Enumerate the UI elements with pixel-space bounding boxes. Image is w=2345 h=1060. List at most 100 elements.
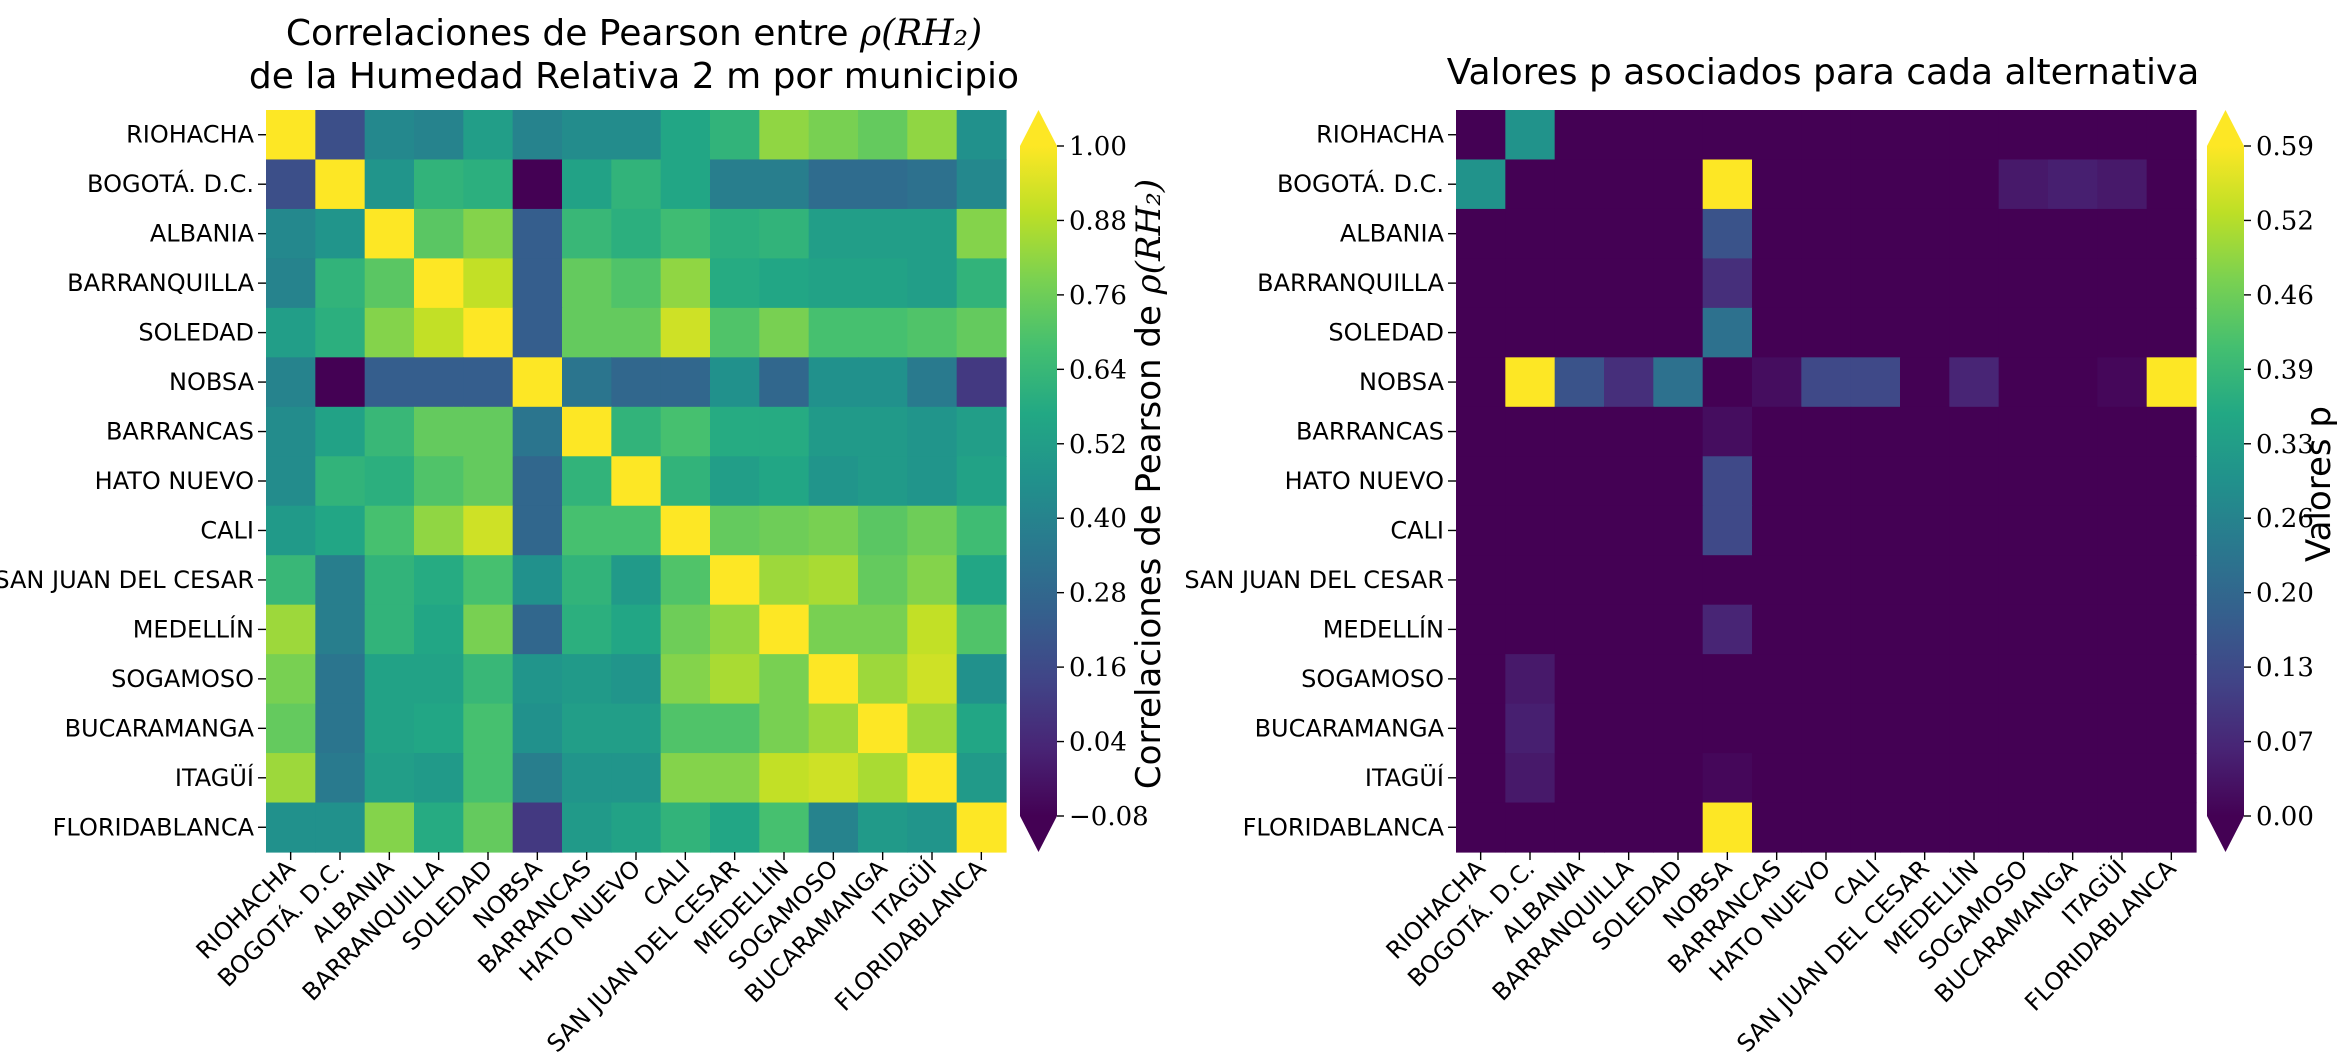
heatmap-cell-12-12 (858, 703, 908, 754)
heatmap-cell-0-3 (414, 110, 464, 161)
heatmap-cell-4-13 (2097, 307, 2148, 358)
heatmap-cell-8-7 (1801, 505, 1852, 556)
colorbar-gradient (2207, 146, 2244, 816)
heatmap-cell-10-13 (2097, 604, 2148, 655)
pvalue-colorbar: 0.00 0.07 0.13 0.20 0.26 0.33 0.39 0.46 0.52 0.59 (2207, 110, 2314, 852)
heatmap-cell-4-11 (1998, 307, 2049, 358)
heatmap-cell-0-13 (907, 110, 958, 161)
heatmap-cell-7-6 (1752, 456, 1802, 507)
heatmap-cell-3-2 (364, 258, 415, 309)
heatmap-cell-11-7 (611, 654, 662, 705)
heatmap-cell-11-2 (1554, 654, 1605, 705)
heatmap-cell-8-6 (1752, 505, 1802, 556)
heatmap-cell-8-6 (562, 505, 612, 556)
correlation-title-line1: Correlaciones de Pearson entre ρ(RH₂) (286, 13, 982, 54)
heatmap-cell-4-8 (1850, 307, 1901, 358)
heatmap-cell-8-10 (759, 505, 810, 556)
heatmap-cell-14-0 (1456, 802, 1506, 853)
heatmap-cell-12-11 (808, 703, 859, 754)
heatmap-cell-13-0 (1456, 753, 1506, 804)
heatmap-cell-7-13 (907, 456, 958, 507)
heatmap-cell-2-9 (1900, 208, 1950, 259)
colorbar-tick-label: 0.00 (2256, 802, 2314, 832)
heatmap-cell-0-11 (1998, 110, 2049, 161)
row-label: SOGAMOSO (1301, 665, 1444, 693)
heatmap-cell-2-4 (1653, 208, 1704, 259)
heatmap-cell-12-12 (2048, 703, 2098, 754)
heatmap-cell-14-4 (1653, 802, 1704, 853)
heatmap-cell-9-4 (463, 555, 514, 606)
row-label: BUCARAMANGA (1255, 714, 1445, 742)
heatmap-cell-2-6 (1752, 208, 1802, 259)
heatmap-cell-0-10 (759, 110, 810, 161)
heatmap-cell-7-12 (2048, 456, 2098, 507)
heatmap-cell-10-9 (710, 604, 760, 655)
heatmap-cell-5-2 (364, 357, 415, 408)
heatmap-cell-0-6 (562, 110, 612, 161)
heatmap-cell-9-11 (1998, 555, 2049, 606)
heatmap-cell-9-0 (266, 555, 316, 606)
heatmap-cell-10-6 (562, 604, 612, 655)
heatmap-cell-11-11 (1998, 654, 2049, 705)
heatmap-cell-7-4 (463, 456, 514, 507)
heatmap-cell-13-14 (956, 753, 1007, 804)
heatmap-cell-0-0 (266, 110, 316, 161)
heatmap-cell-8-10 (1949, 505, 2000, 556)
correlation-colorbar: −0.08 0.04 0.16 0.28 0.40 0.52 0.64 0.76 0.88 1.0… (1020, 110, 1149, 852)
heatmap-cell-14-9 (710, 802, 760, 853)
heatmap-cell-1-4 (463, 159, 514, 210)
heatmap-cell-2-0 (1456, 208, 1506, 259)
heatmap-cell-12-3 (1604, 703, 1654, 754)
heatmap-cell-6-13 (2097, 406, 2148, 457)
heatmap-cell-9-5 (512, 555, 563, 606)
heatmap-cell-4-9 (710, 307, 760, 358)
heatmap-cell-5-1 (1505, 357, 1556, 408)
heatmap-cell-2-9 (710, 208, 760, 259)
heatmap-cell-14-2 (1554, 802, 1605, 853)
heatmap-cell-2-1 (1505, 208, 1556, 259)
heatmap-cell-11-6 (562, 654, 612, 705)
heatmap-cell-6-11 (1998, 406, 2049, 457)
heatmap-cell-10-3 (1604, 604, 1654, 655)
heatmap-cell-3-10 (1949, 258, 2000, 309)
colorbar-tick-label: 0.07 (2256, 728, 2314, 758)
heatmap-cell-9-9 (1900, 555, 1950, 606)
heatmap-cell-10-1 (1505, 604, 1556, 655)
heatmap-cell-0-9 (1900, 110, 1950, 161)
colorbar-extend-max (1020, 110, 1057, 146)
pvalue-cells (1456, 110, 2197, 853)
heatmap-cell-9-1 (1505, 555, 1556, 606)
heatmap-cell-3-1 (315, 258, 366, 309)
heatmap-cell-0-1 (315, 110, 366, 161)
heatmap-cell-4-7 (611, 307, 662, 358)
heatmap-cell-1-11 (1998, 159, 2049, 210)
heatmap-cell-13-12 (2048, 753, 2098, 804)
heatmap-cell-14-13 (2097, 802, 2148, 853)
heatmap-cell-11-4 (463, 654, 514, 705)
heatmap-cell-12-8 (660, 703, 711, 754)
heatmap-cell-13-9 (710, 753, 760, 804)
heatmap-cell-9-2 (1554, 555, 1605, 606)
heatmap-cell-8-13 (907, 505, 958, 556)
heatmap-cell-5-4 (463, 357, 514, 408)
heatmap-cell-8-8 (660, 505, 711, 556)
colorbar-tick-label: 0.04 (1069, 728, 1127, 758)
heatmap-cell-13-12 (858, 753, 908, 804)
heatmap-cell-14-9 (1900, 802, 1950, 853)
heatmap-cell-3-9 (710, 258, 760, 309)
heatmap-cell-8-1 (1505, 505, 1556, 556)
heatmap-cell-2-0 (266, 208, 316, 259)
heatmap-cell-13-1 (1505, 753, 1556, 804)
colorbar-extend-min (1020, 816, 1057, 852)
heatmap-cell-4-1 (315, 307, 366, 358)
heatmap-cell-0-6 (1752, 110, 1802, 161)
heatmap-cell-4-9 (1900, 307, 1950, 358)
heatmap-cell-4-13 (907, 307, 958, 358)
heatmap-cell-7-7 (1801, 456, 1852, 507)
row-label: BARRANQUILLA (1257, 269, 1444, 297)
heatmap-cell-14-6 (1752, 802, 1802, 853)
heatmap-cell-8-9 (710, 505, 760, 556)
heatmap-cell-2-12 (2048, 208, 2098, 259)
heatmap-cell-6-14 (956, 406, 1007, 457)
heatmap-cell-3-10 (759, 258, 810, 309)
